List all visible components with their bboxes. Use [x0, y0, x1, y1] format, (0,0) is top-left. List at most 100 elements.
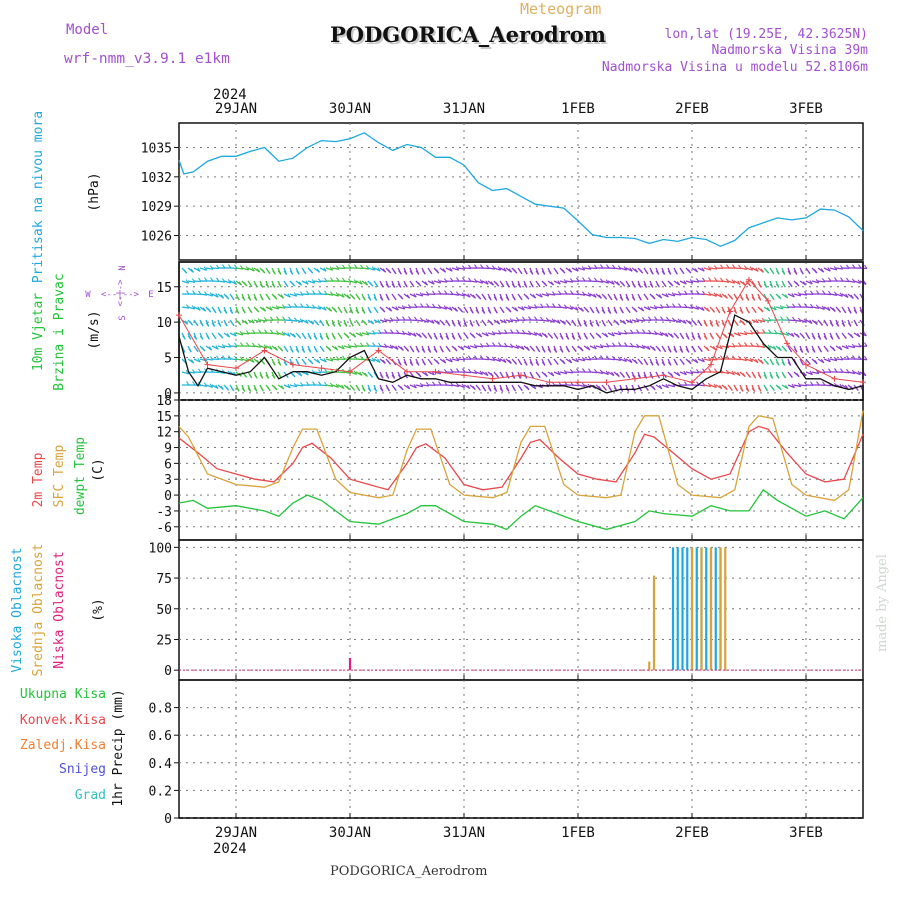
- precip-unit: 1hr Precip (mm): [111, 689, 126, 806]
- wind-barb: [601, 371, 609, 376]
- wind-barb-flag: [197, 267, 201, 272]
- wind-barb-flag: [364, 281, 369, 286]
- wind-barb: [733, 358, 742, 361]
- wind-barb-flag: [505, 296, 510, 301]
- wind-barb: [415, 293, 423, 297]
- wind-barb-flag: [344, 309, 348, 314]
- compass-arrows-v: <-|->: [116, 279, 126, 307]
- wind-barb: [187, 306, 195, 310]
- wind-barb-flag: [795, 282, 800, 287]
- wind-barb-flag: [793, 270, 798, 275]
- wind-barb-flag: [427, 348, 431, 353]
- wind-barb-flag: [639, 269, 644, 274]
- wind-barb-flag: [319, 335, 323, 340]
- wind-barb-flag: [747, 373, 751, 378]
- wind-barb-flag: [775, 374, 780, 379]
- wind-barb-flag: [349, 309, 354, 314]
- wind-barb-flag: [581, 266, 586, 271]
- wind-barb-flag: [549, 334, 554, 339]
- wind-barb-flag: [235, 309, 240, 314]
- wind-barb-flag: [596, 309, 600, 314]
- wind-barb: [475, 371, 483, 376]
- wind-barb: [373, 267, 381, 272]
- bottom-date-label: 1FEB: [561, 825, 595, 841]
- wind-barb-flag: [499, 296, 503, 301]
- wind-barb-flag: [838, 345, 843, 351]
- wind-barb-flag: [281, 331, 286, 336]
- wind-barb-flag: [730, 333, 735, 338]
- wind-barb-flag: [755, 267, 759, 272]
- wind-barb-flag: [231, 295, 235, 301]
- wind-barb: [325, 293, 334, 296]
- wind-barb-flag: [413, 293, 417, 298]
- y-tick-label: 3: [164, 473, 172, 488]
- wind-barb-flag: [801, 334, 805, 339]
- wind-barb-flag: [413, 332, 417, 337]
- wind-barb: [577, 293, 586, 296]
- wind-barb: [703, 358, 711, 362]
- wind-barb-flag: [236, 296, 240, 301]
- wind-barb: [229, 280, 237, 285]
- wind-barb-flag: [656, 283, 660, 288]
- wind-barb: [637, 319, 646, 322]
- wind-barb-flag: [454, 307, 458, 312]
- wind-barb: [199, 267, 207, 271]
- wind-barb: [247, 267, 255, 272]
- wind-barb-flag: [243, 373, 248, 378]
- wind-barb-flag: [583, 322, 588, 327]
- wind-barb-flag: [640, 307, 645, 312]
- wind-barb: [385, 319, 394, 322]
- wind-barb-flag: [213, 334, 217, 340]
- wind-barb: [571, 384, 580, 387]
- wind-barb-flag: [369, 373, 373, 378]
- wind-barb: [241, 332, 250, 335]
- wind-barb-flag: [683, 370, 687, 376]
- wind-barb-flag: [653, 305, 658, 310]
- wind-barb-flag: [280, 385, 285, 390]
- wind-barb-flag: [472, 334, 476, 339]
- wind-barb: [781, 332, 789, 337]
- wind-barb-flag: [739, 387, 744, 392]
- wind-barb-flag: [315, 321, 320, 326]
- wind-barb-flag: [706, 307, 710, 312]
- wind-barb: [625, 345, 634, 348]
- wind-barb-flag: [667, 270, 672, 275]
- gust-point: [546, 379, 553, 386]
- wind-barb: [637, 345, 645, 350]
- wind-barb: [247, 319, 255, 324]
- wind-barb-flag: [550, 372, 555, 377]
- wind-barb-flag: [575, 306, 579, 311]
- wind-barb: [649, 332, 657, 336]
- wind-barb-flag: [581, 382, 586, 387]
- wind-barb: [775, 306, 783, 310]
- wind-barb-flag: [644, 270, 649, 275]
- wind-barb-flag: [505, 387, 510, 392]
- wind-barb-flag: [199, 335, 204, 340]
- wind-barb-flag: [863, 371, 867, 377]
- wind-barb-flag: [629, 267, 633, 272]
- wind-barb-flag: [782, 374, 786, 379]
- wind-barb-flag: [737, 371, 741, 376]
- wind-barb-flag: [791, 332, 795, 337]
- wind-barb: [757, 319, 765, 323]
- wind-barb-flag: [225, 295, 230, 300]
- wind-barb-flag: [220, 385, 224, 390]
- wind-barb-flag: [431, 319, 435, 324]
- wind-barb-flag: [487, 309, 492, 314]
- wind-label-1: 10m Vjetar: [31, 293, 46, 371]
- wind-barb-flag: [512, 296, 516, 301]
- wind-barb-flag: [751, 387, 756, 392]
- wind-barb-flag: [494, 309, 498, 314]
- wind-barb-flag: [709, 322, 714, 327]
- wind-barb-flag: [658, 294, 663, 299]
- wind-barb-flag: [766, 307, 771, 312]
- compass-w: W: [85, 290, 91, 300]
- wind-barb-flag: [724, 294, 728, 299]
- wind-barb-flag: [814, 359, 818, 365]
- wind-barb: [727, 345, 736, 348]
- wind-barb: [517, 306, 525, 311]
- wind-barb-flag: [671, 292, 676, 297]
- wind-barb-flag: [769, 283, 773, 288]
- wind-barb-flag: [272, 270, 276, 275]
- wind-barb-flag: [284, 348, 289, 353]
